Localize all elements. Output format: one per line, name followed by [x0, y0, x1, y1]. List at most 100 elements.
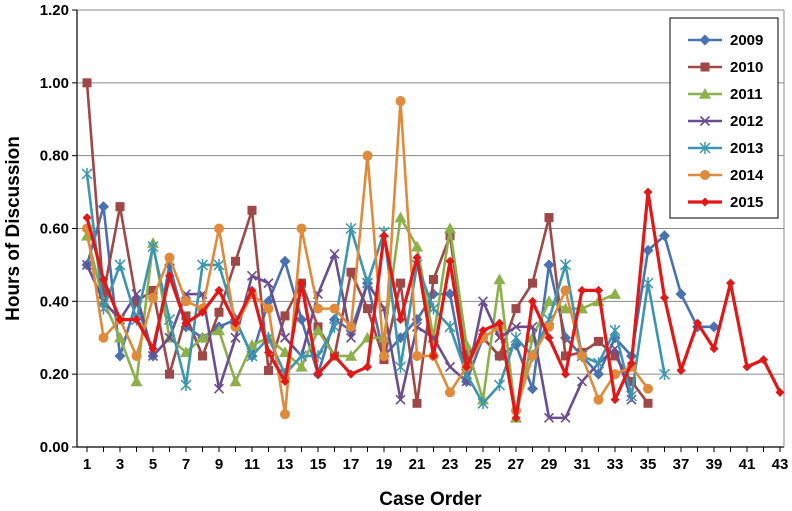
data-point-2013 — [196, 258, 209, 271]
data-point-2013 — [295, 349, 308, 362]
x-tick-label: 37 — [673, 456, 690, 473]
data-point-2009 — [296, 314, 307, 326]
data-point-2014 — [280, 409, 290, 420]
x-tick-label: 3 — [116, 456, 124, 473]
legend-label: 2011 — [730, 86, 763, 103]
legend: 2009 2010 2011 2012 2013 2014 2015 — [669, 17, 779, 219]
data-point-2013 — [345, 222, 357, 235]
legend-item-2015: 2015 — [688, 194, 763, 211]
data-point-2010 — [495, 351, 504, 361]
y-tick-label: 1.00 — [40, 75, 69, 92]
data-point-2014 — [296, 223, 307, 234]
data-point-2013 — [81, 167, 93, 180]
data-point-2014 — [263, 303, 274, 314]
data-point-2013 — [444, 320, 456, 333]
x-tick-label: 13 — [277, 456, 294, 473]
data-point-2012 — [510, 321, 522, 332]
y-tick-label: 0.40 — [40, 293, 69, 310]
data-point-2009 — [675, 288, 687, 300]
data-point-2014 — [214, 223, 224, 234]
data-point-2015 — [363, 362, 372, 372]
data-point-2014 — [445, 387, 455, 398]
x-tick-label: 27 — [508, 456, 525, 473]
data-point-2015 — [330, 351, 339, 361]
data-point-2013 — [246, 349, 258, 362]
data-point-2009 — [98, 201, 109, 213]
data-point-2009 — [593, 368, 604, 380]
data-point-2011 — [394, 211, 407, 223]
data-point-2014 — [148, 292, 158, 303]
x-tick-label: 39 — [706, 456, 723, 473]
data-point-2013 — [658, 368, 671, 381]
data-point-2012 — [560, 412, 571, 423]
x-tick-label: 11 — [244, 456, 260, 473]
data-point-2010 — [181, 311, 191, 321]
x-tick-label: 1 — [83, 456, 91, 473]
data-point-2013 — [394, 360, 407, 373]
data-point-2010 — [280, 311, 290, 321]
data-point-2014 — [329, 303, 340, 314]
data-point-2015 — [379, 231, 389, 241]
data-point-2013 — [163, 313, 176, 326]
x-tick-label: 21 — [409, 456, 426, 473]
data-point-2011 — [493, 273, 506, 285]
data-point-2011 — [543, 295, 555, 307]
x-axis-title: Case Order — [379, 489, 482, 510]
legend-item-2014: 2014 — [688, 167, 764, 184]
data-point-2010 — [214, 307, 224, 317]
data-point-2015 — [412, 253, 422, 263]
data-point-2014 — [181, 296, 191, 307]
data-point-2009 — [114, 350, 126, 362]
legend-label: 2009 — [730, 32, 763, 49]
legend-swatch-marker — [700, 170, 710, 180]
x-tick-label: 15 — [310, 456, 327, 473]
data-point-2011 — [345, 349, 357, 361]
data-point-2014 — [313, 303, 323, 314]
data-point-2015 — [396, 315, 405, 325]
data-point-2013 — [213, 258, 225, 271]
data-point-2015 — [231, 318, 240, 328]
data-point-2015 — [99, 274, 108, 284]
data-point-2014 — [362, 150, 373, 161]
y-tick-label: 0.60 — [40, 221, 69, 238]
data-point-2015 — [313, 369, 323, 379]
data-point-2015 — [214, 285, 224, 295]
series-2015 — [82, 187, 785, 423]
data-point-2012 — [395, 394, 406, 405]
data-point-2012 — [477, 296, 489, 307]
legend-item-2010: 2010 — [688, 59, 763, 76]
x-tick-label: 29 — [541, 456, 558, 473]
data-point-2010 — [165, 369, 174, 379]
data-point-2010 — [115, 202, 125, 212]
data-point-2012 — [576, 376, 588, 387]
data-point-2010 — [561, 351, 570, 361]
data-point-2010 — [511, 304, 521, 314]
data-point-2009 — [708, 321, 720, 333]
data-point-2014 — [577, 350, 587, 361]
legend-swatch-marker — [699, 34, 711, 46]
x-tick-label: 33 — [607, 456, 624, 473]
data-point-2011 — [295, 360, 308, 372]
data-point-2015 — [445, 256, 455, 266]
x-tick-label: 7 — [182, 456, 190, 473]
data-point-2015 — [742, 362, 752, 372]
legend-swatch-marker — [699, 142, 711, 154]
data-point-2013 — [147, 240, 159, 253]
data-point-2012 — [246, 270, 258, 281]
data-point-2014 — [164, 252, 175, 263]
data-point-2009 — [527, 383, 538, 395]
data-point-2014 — [560, 285, 571, 296]
data-point-2015 — [660, 293, 669, 303]
data-point-2011 — [444, 222, 456, 234]
legend-item-2012: 2012 — [688, 113, 763, 130]
data-point-2013 — [493, 379, 506, 392]
data-point-2015 — [726, 278, 735, 288]
data-point-2015 — [198, 307, 207, 317]
data-point-2015 — [676, 366, 686, 376]
data-point-2015 — [297, 278, 306, 288]
data-point-2010 — [346, 267, 356, 277]
legend-swatch-marker — [699, 88, 711, 99]
y-tick-label: 1.20 — [40, 2, 69, 19]
data-point-2015 — [627, 358, 636, 368]
legend-label: 2012 — [730, 113, 763, 130]
